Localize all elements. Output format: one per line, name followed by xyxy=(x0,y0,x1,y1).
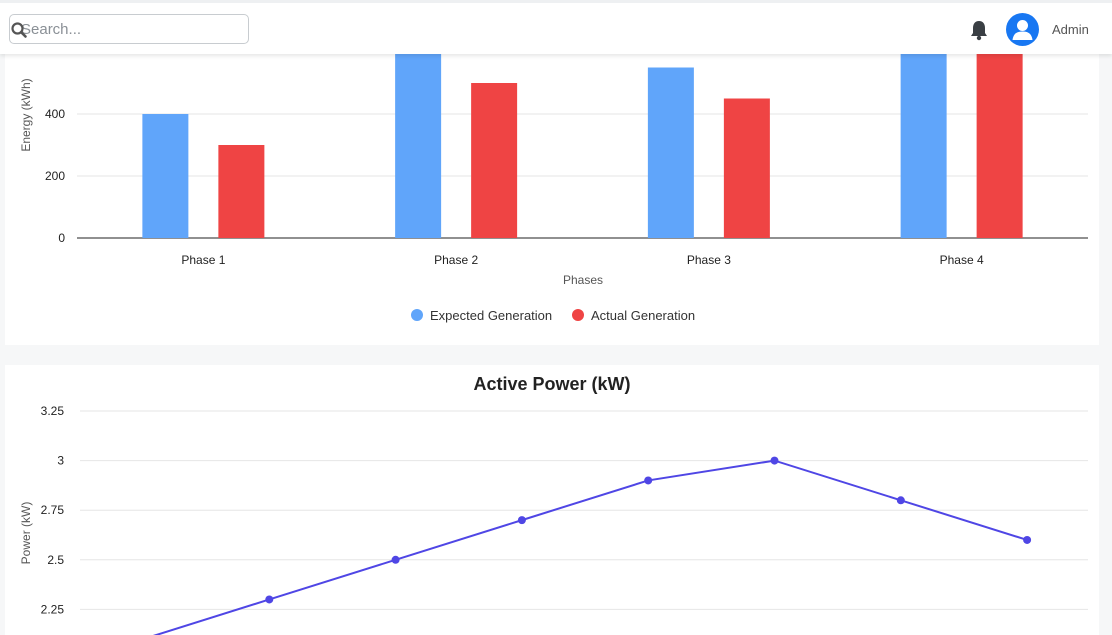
search-input[interactable] xyxy=(21,20,211,38)
bar-expected-1 xyxy=(142,114,189,238)
x-tick-label-3: Phase 3 xyxy=(687,253,731,267)
active-power-chart-card: Active Power (kW) 2.25 2.5 2.75 3 3.25 Power (… xyxy=(5,365,1099,635)
y-tick-label-1: 200 xyxy=(45,169,65,183)
energy-bar-chart-card: 0 200 400 Phase 1 Phase 2 Phase 3 Phase 4 Phase… xyxy=(5,0,1099,345)
user-avatar-icon[interactable] xyxy=(1006,13,1039,46)
data-point-7 xyxy=(896,496,905,505)
x-axis-title: Phases xyxy=(563,273,603,287)
legend-swatch-expected xyxy=(411,309,423,321)
x-tick-label-1: Phase 1 xyxy=(181,253,225,267)
bar-expected-3 xyxy=(647,67,694,238)
chart-title: Active Power (kW) xyxy=(473,374,630,394)
bar-expected-2 xyxy=(395,52,442,238)
user-name[interactable]: Admin xyxy=(1052,22,1089,37)
data-point-5 xyxy=(644,476,653,485)
data-point-4 xyxy=(517,516,526,525)
y-axis-title: Power (kW) xyxy=(19,502,33,565)
y-tick-label-3: 3 xyxy=(57,454,64,468)
bar-actual-2 xyxy=(471,83,518,238)
y-tick-label-2: 400 xyxy=(45,107,65,121)
y-tick-label-2: 2.75 xyxy=(41,503,65,517)
search-icon[interactable] xyxy=(10,21,28,39)
bar-actual-3 xyxy=(723,98,770,238)
y-axis-title: Energy (kWh) xyxy=(19,78,33,151)
data-point-3 xyxy=(391,555,400,564)
y-tick-label-0: 2.25 xyxy=(41,602,65,616)
active-power-line-chart: Active Power (kW) 2.25 2.5 2.75 3 3.25 Power (… xyxy=(19,374,1088,635)
bar-actual-4 xyxy=(976,52,1023,238)
power-series-line xyxy=(152,459,1028,635)
energy-bar-chart: 0 200 400 Phase 1 Phase 2 Phase 3 Phase 4 Phase… xyxy=(19,52,1088,323)
y-tick-label-1: 2.5 xyxy=(47,553,64,567)
data-point-8 xyxy=(1023,535,1032,544)
legend-swatch-actual xyxy=(572,309,584,321)
legend-label-expected: Expected Generation xyxy=(430,308,552,323)
bar-expected-4 xyxy=(900,52,947,238)
search-box[interactable] xyxy=(9,14,249,44)
x-tick-label-4: Phase 4 xyxy=(940,253,984,267)
data-point-2 xyxy=(265,595,274,604)
legend-label-actual: Actual Generation xyxy=(591,308,695,323)
x-tick-label-2: Phase 2 xyxy=(434,253,478,267)
data-point-6 xyxy=(770,456,779,465)
y-tick-label-0: 0 xyxy=(58,231,65,245)
y-tick-label-4: 3.25 xyxy=(41,404,65,418)
bar-actual-1 xyxy=(218,145,265,238)
bell-icon[interactable] xyxy=(968,19,990,41)
top-bar: Admin xyxy=(0,0,1112,54)
